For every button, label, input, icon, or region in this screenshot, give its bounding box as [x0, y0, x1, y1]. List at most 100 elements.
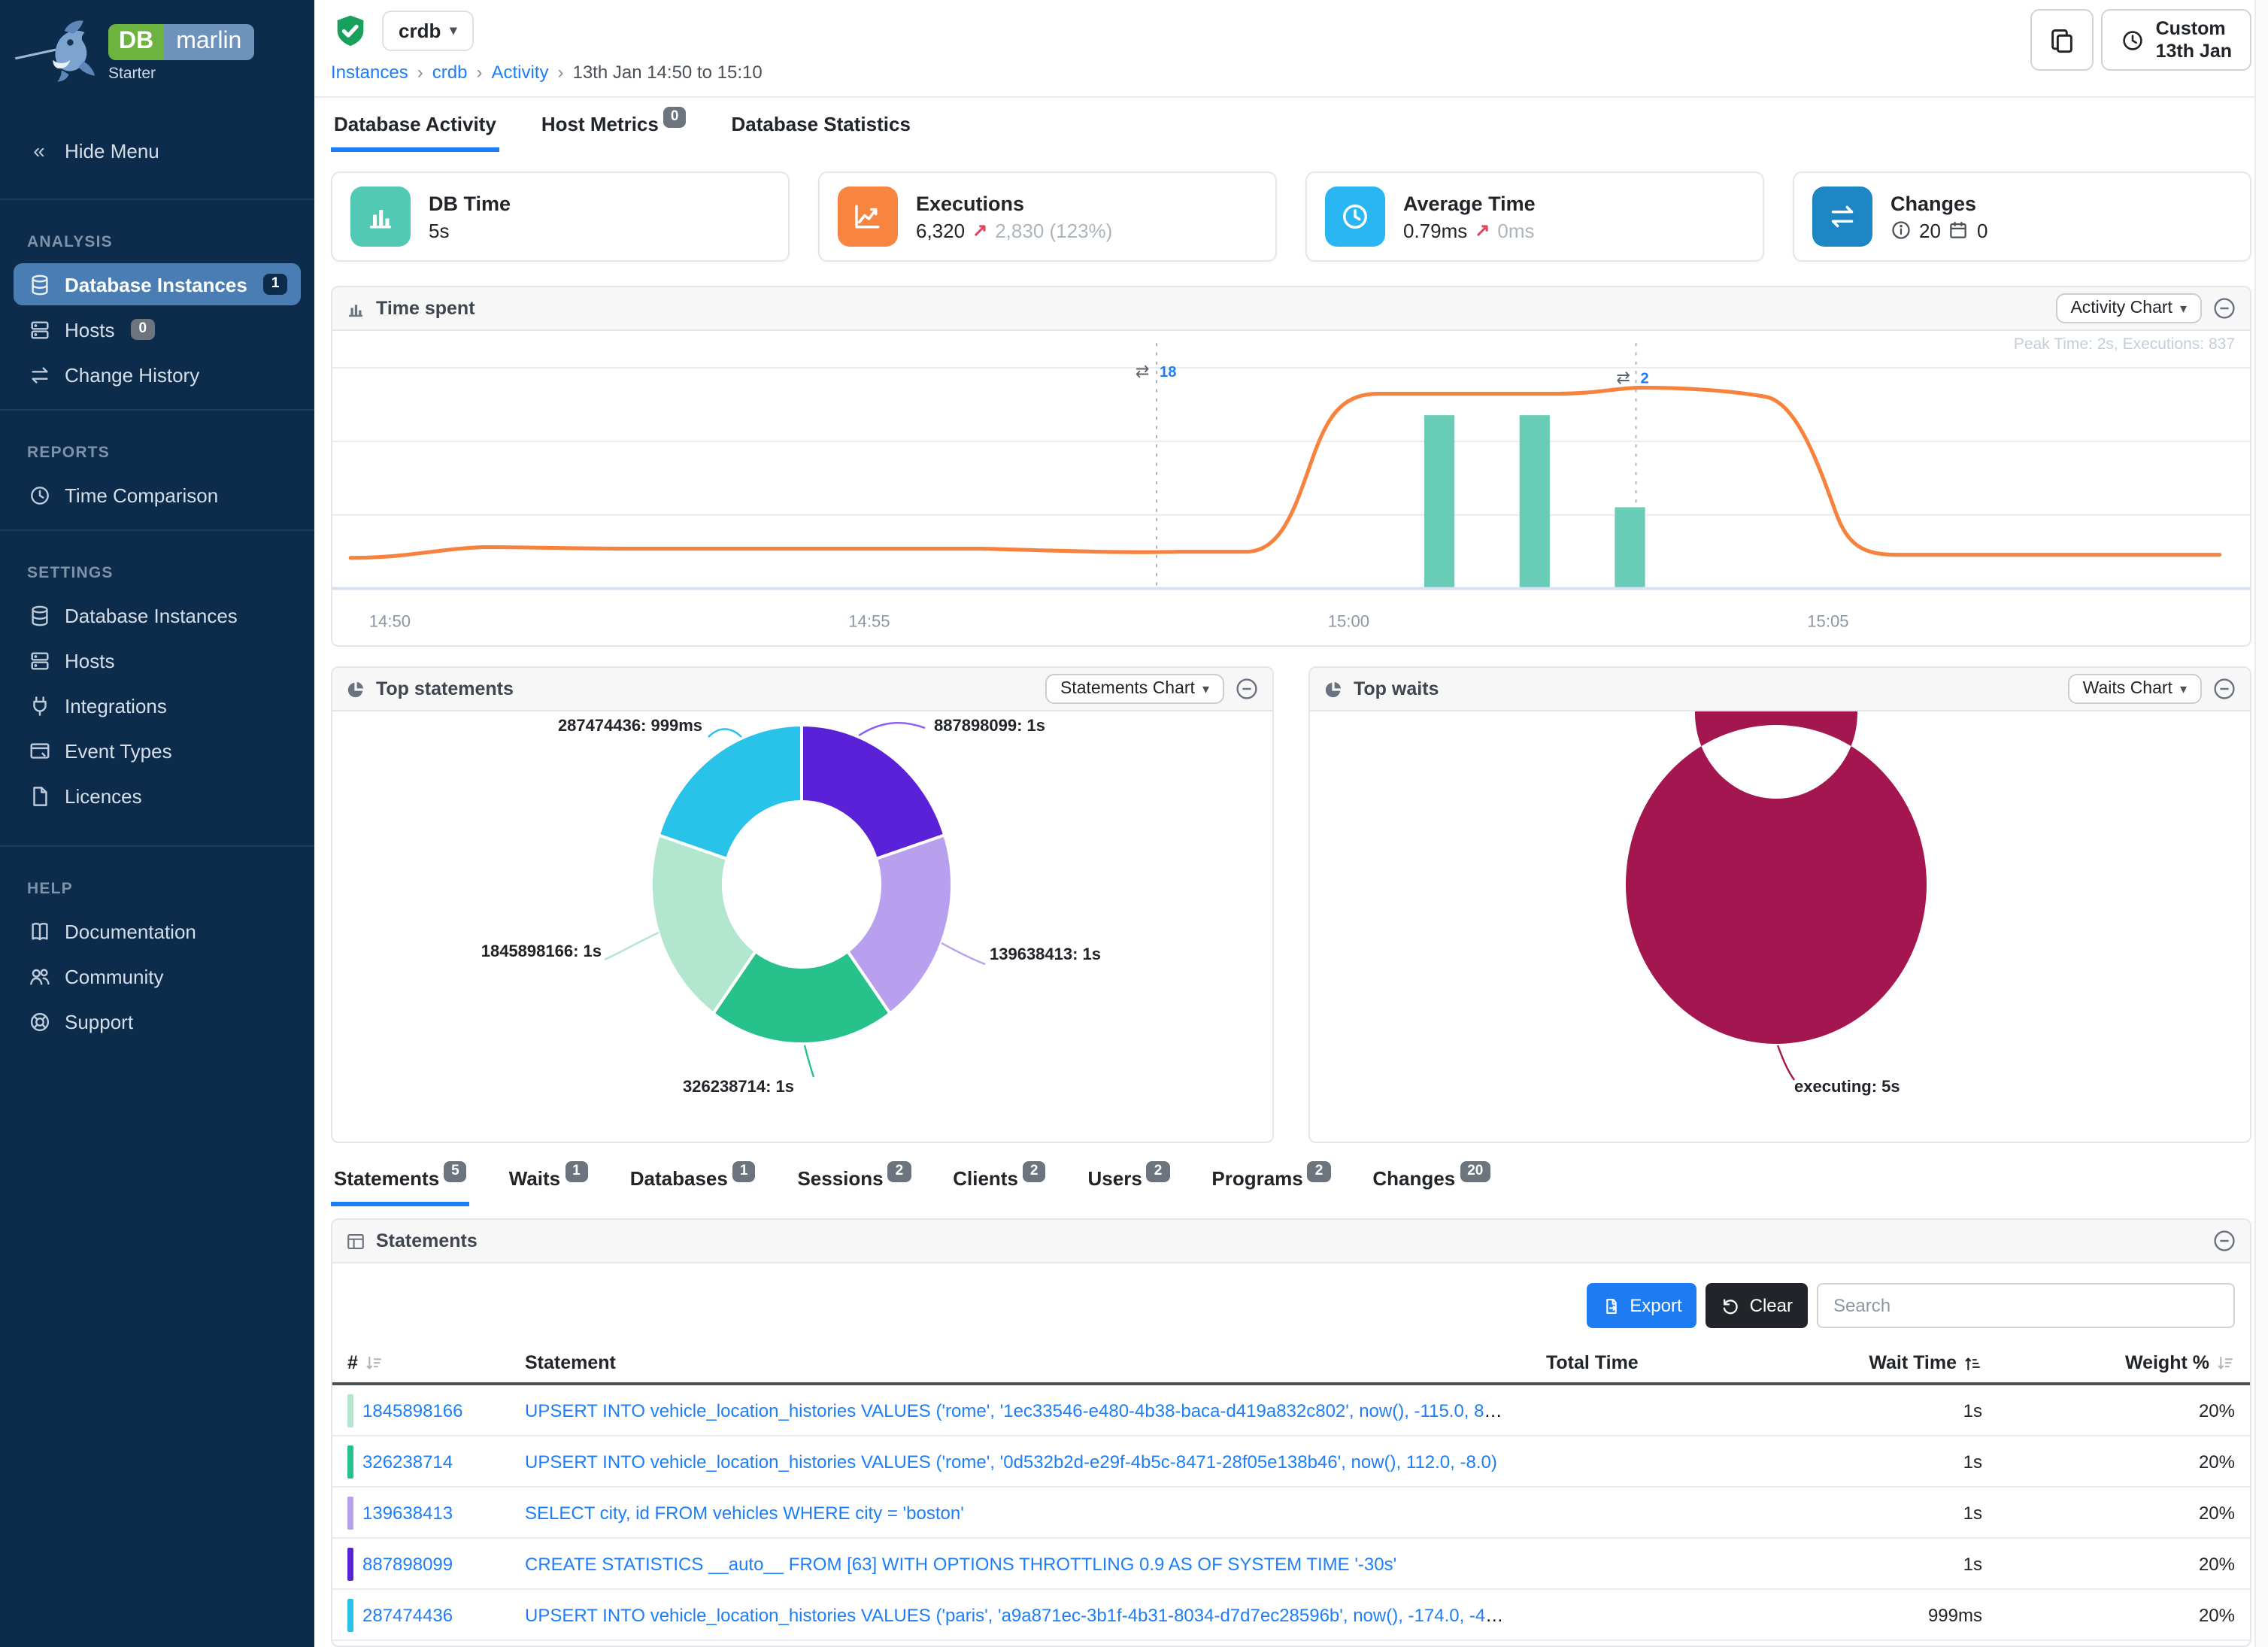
instance-selector[interactable]: crdb ▾: [382, 11, 474, 51]
tab-database-statistics[interactable]: Database Statistics: [728, 98, 913, 152]
sidebar-item-label: Time Comparison: [65, 484, 219, 506]
sidebar-item-integrations[interactable]: Integrations: [14, 684, 301, 726]
slice-887898099: [800, 723, 947, 860]
statement-id-link[interactable]: 287474436: [362, 1604, 453, 1625]
copy-button[interactable]: [2030, 9, 2094, 71]
collapse-panel-button[interactable]: [2212, 1229, 2236, 1253]
tab-statements[interactable]: Statements 5: [331, 1152, 470, 1206]
calendar-icon: [1948, 220, 1969, 241]
life-ring-icon: [27, 1009, 51, 1033]
donut-label: 887898099: 1s: [934, 717, 1046, 736]
swap-arrows-icon: [27, 362, 51, 387]
change-marker-label[interactable]: ⇄ 2: [1616, 368, 1648, 387]
sidebar-item-label: Change History: [65, 363, 200, 386]
plan-label: Starter: [108, 64, 156, 82]
column-statement[interactable]: Statement: [525, 1352, 616, 1373]
column-wait-time[interactable]: Wait Time: [1772, 1352, 1982, 1373]
tab-badge: 2: [1146, 1161, 1170, 1181]
breadcrumb-activity[interactable]: Activity: [491, 62, 549, 83]
search-input[interactable]: [1817, 1283, 2235, 1328]
sidebar-item-support[interactable]: Support: [14, 1000, 301, 1042]
collapse-panel-button[interactable]: [2212, 677, 2236, 701]
count-badge: 1: [263, 274, 287, 295]
activity-chart-svg: ⇄ 18 ⇄ 2 14:50 14:55 15:00 15:05: [332, 343, 2250, 631]
tab-sessions[interactable]: Sessions 2: [794, 1152, 914, 1206]
tab-programs[interactable]: Programs 2: [1208, 1152, 1333, 1206]
statement-sql-link[interactable]: UPSERT INTO vehicle_location_histories V…: [525, 1451, 1497, 1472]
sidebar-item-label: Hosts: [65, 318, 115, 341]
time-range-button[interactable]: Custom 13th Jan: [2101, 9, 2251, 71]
card-title: DB Time: [429, 192, 511, 214]
tab-users[interactable]: Users 2: [1085, 1152, 1173, 1206]
section-reports: REPORTS: [27, 444, 110, 462]
marlin-fish-icon: [14, 20, 96, 82]
activity-chart-selector[interactable]: Activity Chart ▾: [2055, 293, 2202, 323]
database-icon: [27, 603, 51, 627]
waits-donut-svg: [1626, 711, 1927, 1081]
statement-id-link[interactable]: 139638413: [362, 1502, 453, 1523]
change-marker-label[interactable]: ⇄ 18: [1136, 362, 1177, 381]
database-icon: [27, 272, 51, 296]
scrollbar[interactable]: [2254, 0, 2268, 1647]
tab-host-metrics[interactable]: Host Metrics 0: [538, 98, 690, 152]
sidebar-item-settings-hosts[interactable]: Hosts: [14, 639, 301, 681]
card-delta: 2,830 (123%): [995, 219, 1113, 241]
statements-donut-chart[interactable]: 287474436: 999ms 887898099: 1s 139638413…: [332, 711, 1272, 1142]
collapse-panel-button[interactable]: [1235, 677, 1259, 701]
breadcrumb-instances[interactable]: Instances: [331, 62, 408, 83]
bar-chart-icon: [350, 187, 411, 247]
statements-chart-selector[interactable]: Statements Chart ▾: [1045, 674, 1224, 704]
tab-databases[interactable]: Databases 1: [627, 1152, 759, 1206]
column-id[interactable]: #: [347, 1352, 525, 1373]
sidebar-item-time-comparison[interactable]: Time Comparison: [14, 474, 301, 516]
statement-sql-link[interactable]: UPSERT INTO vehicle_location_histories V…: [525, 1604, 1517, 1625]
statement-sql-link[interactable]: CREATE STATISTICS __auto__ FROM [63] WIT…: [525, 1553, 1397, 1574]
breadcrumb-crdb[interactable]: crdb: [432, 62, 468, 83]
app-logo[interactable]: DB marlin Starter: [0, 0, 314, 93]
up-arrow-icon: ↗: [972, 220, 988, 241]
sidebar-item-settings-database-instances[interactable]: Database Instances: [14, 594, 301, 636]
card-changes: Changes 20 0: [1793, 171, 2251, 262]
document-icon: [27, 784, 51, 808]
sidebar-item-database-instances[interactable]: Database Instances 1: [14, 263, 301, 305]
tab-waits[interactable]: Waits 1: [506, 1152, 591, 1206]
clear-button[interactable]: Clear: [1706, 1283, 1808, 1328]
waits-donut-chart[interactable]: executing: 5s: [1310, 711, 2250, 1142]
statement-id-link[interactable]: 326238714: [362, 1451, 453, 1472]
time-spent-chart[interactable]: Peak Time: 2s, Executions: 837 ⇄ 18: [332, 331, 2250, 645]
sidebar-item-change-history[interactable]: Change History: [14, 353, 301, 396]
breadcrumb: Instances › crdb › Activity › 13th Jan 14:5…: [331, 62, 763, 83]
statement-id-link[interactable]: 1845898166: [362, 1400, 463, 1421]
chevron-down-icon: ▾: [2179, 300, 2187, 315]
selector-label: Statements Chart: [1060, 680, 1195, 698]
hide-menu-button[interactable]: « Hide Menu: [14, 129, 301, 171]
waits-chart-selector[interactable]: Waits Chart ▾: [2067, 674, 2202, 704]
sidebar-item-label: Hosts: [65, 649, 115, 672]
collapse-panel-button[interactable]: [2212, 296, 2236, 320]
peak-label: Peak Time: 2s, Executions: 837: [2013, 335, 2235, 353]
executions-bar: [1519, 415, 1550, 587]
sidebar-item-documentation[interactable]: Documentation: [14, 910, 301, 952]
donut-label: 1845898166: 1s: [481, 943, 602, 961]
logo-db: DB: [108, 23, 165, 59]
column-total-time[interactable]: Total Time: [1546, 1352, 1639, 1373]
time-range-date: 13th Jan: [2155, 40, 2232, 61]
statement-color-chip: [347, 1547, 353, 1580]
statement-sql-link[interactable]: UPSERT INTO vehicle_location_histories V…: [525, 1400, 1515, 1421]
export-button[interactable]: Export: [1586, 1283, 1697, 1328]
table-row: 139638413 SELECT city, id FROM vehicles …: [332, 1488, 2250, 1539]
weight-value: 20%: [2198, 1604, 2235, 1625]
column-weight[interactable]: Weight %: [1982, 1352, 2235, 1373]
bar-chart-icon: [346, 299, 365, 318]
sidebar-item-licences[interactable]: Licences: [14, 775, 301, 817]
detail-tabs: Statements 5 Waits 1 Databases 1 Session…: [314, 1143, 2268, 1206]
statement-sql-link[interactable]: SELECT city, id FROM vehicles WHERE city…: [525, 1502, 964, 1523]
sidebar-item-event-types[interactable]: Event Types: [14, 729, 301, 772]
sidebar-item-hosts[interactable]: Hosts 0: [14, 308, 301, 350]
tab-database-activity[interactable]: Database Activity: [331, 98, 499, 152]
sidebar-item-community[interactable]: Community: [14, 955, 301, 997]
sidebar-item-label: Community: [65, 965, 164, 987]
tab-changes[interactable]: Changes 20: [1369, 1152, 1493, 1206]
tab-clients[interactable]: Clients 2: [950, 1152, 1048, 1206]
statement-id-link[interactable]: 887898099: [362, 1553, 453, 1574]
